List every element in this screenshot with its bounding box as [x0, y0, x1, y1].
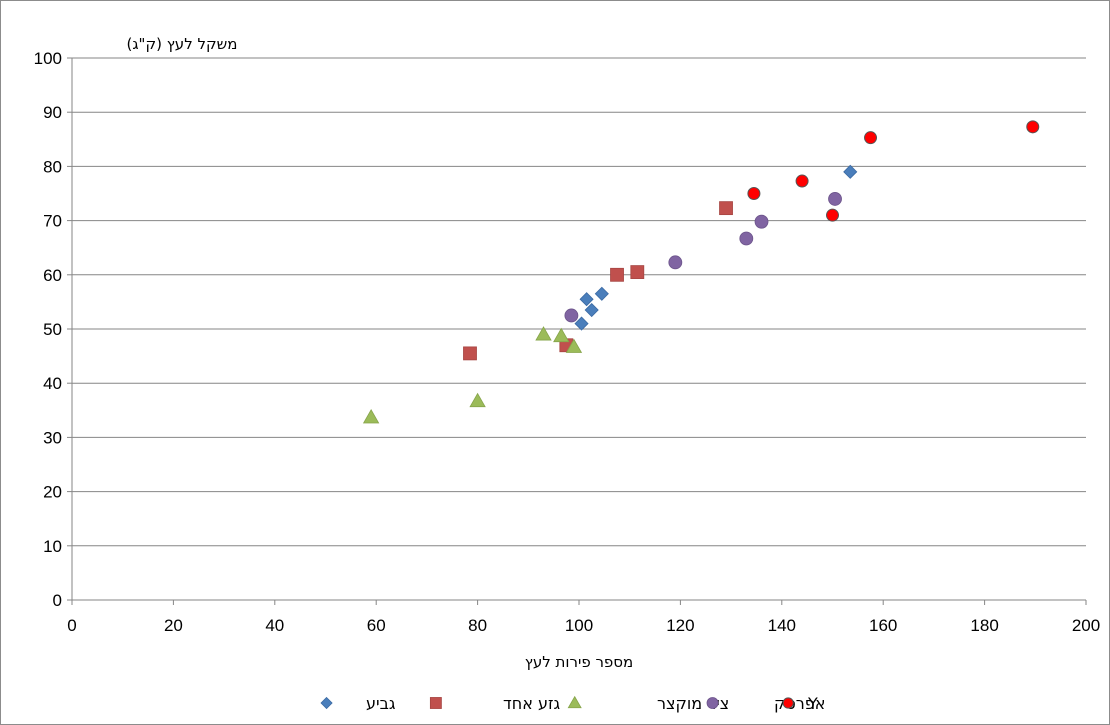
- x-tick-label: 100: [565, 616, 593, 635]
- data-point: [826, 208, 839, 222]
- x-tick-label: 80: [468, 616, 487, 635]
- x-tick-label: 200: [1072, 616, 1100, 635]
- data-point: [843, 164, 858, 179]
- x-tick-label: 140: [768, 616, 796, 635]
- data-point: [754, 214, 769, 229]
- data-point: [574, 316, 589, 331]
- x-tick-label: 120: [666, 616, 694, 635]
- legend-marker: [567, 695, 582, 709]
- x-tick-label: 60: [367, 616, 386, 635]
- data-point: [469, 392, 486, 408]
- data-point: [747, 187, 761, 200]
- x-tick-label: 0: [67, 616, 76, 635]
- y-tick-label: 40: [43, 374, 62, 393]
- y-tick-label: 10: [43, 537, 62, 556]
- y-tick-label: 0: [53, 591, 62, 610]
- grid-lines: [72, 57, 1086, 547]
- y-tick-label: 70: [43, 212, 62, 231]
- data-point: [564, 308, 579, 323]
- data-point: [1026, 120, 1040, 134]
- data-point: [795, 174, 809, 188]
- data-point: [362, 409, 380, 424]
- tick-labels: 0 10 20 30 40 50 60 70 80 90 100 0 20 40 60 80 100 120 140…: [34, 49, 1101, 635]
- y-tick-label: 30: [43, 428, 62, 447]
- x-tick-label: 180: [970, 616, 998, 635]
- y-tick-label: 100: [34, 49, 62, 68]
- legend-marker: [782, 697, 794, 709]
- axes: [67, 57, 1087, 605]
- data-point: [668, 255, 683, 270]
- data-point: [610, 267, 624, 282]
- data-point: [719, 201, 733, 216]
- legend-label: Y: [807, 694, 818, 713]
- data-point: [553, 327, 570, 343]
- y-tick-label: 90: [43, 103, 62, 122]
- y-axis-title: משקל לעץ (ק"ג): [127, 35, 238, 53]
- data-points: [362, 120, 1040, 424]
- x-tick-label: 20: [164, 616, 183, 635]
- data-point: [535, 326, 552, 341]
- data-point: [463, 346, 477, 361]
- y-tick-label: 60: [43, 266, 62, 285]
- data-point: [828, 192, 842, 206]
- data-point: [594, 286, 609, 301]
- data-point: [739, 231, 754, 246]
- y-tick-label: 80: [43, 157, 62, 176]
- data-point: [565, 338, 583, 353]
- legend-label: ציר מוקצר: [657, 694, 729, 713]
- data-point: [584, 302, 599, 318]
- x-tick-label: 160: [869, 616, 897, 635]
- data-point: [579, 292, 594, 307]
- legend-marker: [429, 697, 442, 709]
- y-tick-label: 50: [43, 320, 62, 339]
- y-tick-label: 20: [43, 483, 62, 502]
- legend-marker: [706, 697, 719, 709]
- x-axis-title: מספר פירות לעץ: [525, 653, 633, 671]
- x-tick-label: 40: [265, 616, 284, 635]
- data-point: [630, 265, 645, 279]
- legend-marker: [320, 696, 333, 710]
- data-point: [864, 131, 878, 145]
- legend-label: גביע: [366, 694, 396, 713]
- legend-label: גזע אחד: [503, 694, 561, 713]
